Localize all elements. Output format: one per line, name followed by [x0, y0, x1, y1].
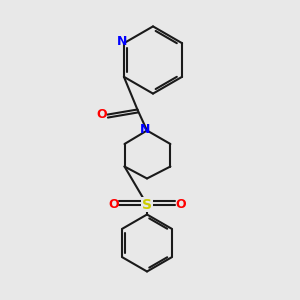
Text: N: N [117, 35, 128, 48]
Text: O: O [97, 108, 107, 121]
Text: N: N [140, 123, 150, 136]
Text: S: S [142, 198, 152, 212]
Text: O: O [175, 198, 186, 211]
Text: O: O [108, 198, 119, 211]
